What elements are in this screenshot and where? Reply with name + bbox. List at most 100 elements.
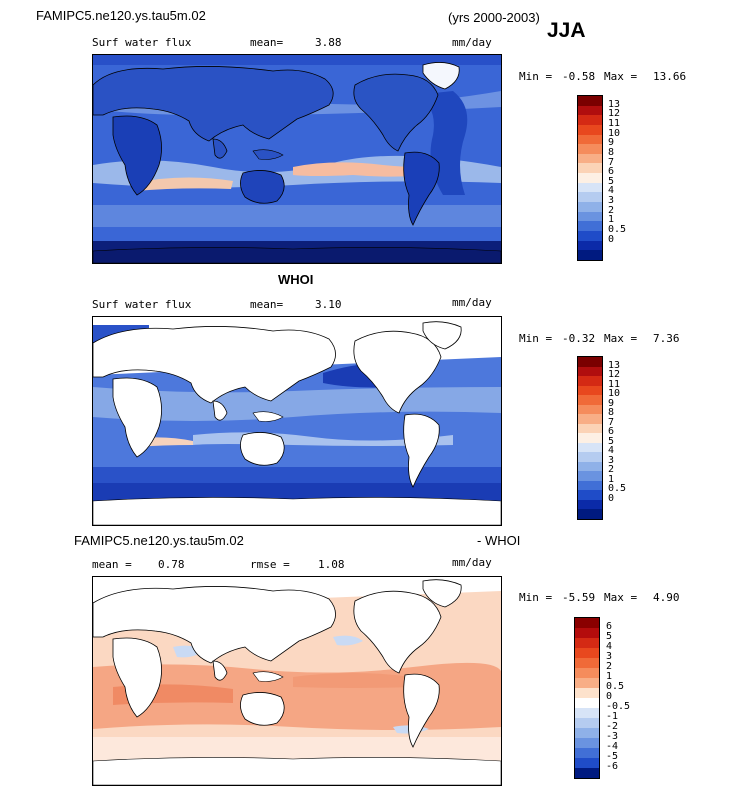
- panel3-title-left: FAMIPC5.ne120.ys.tau5m.02: [74, 533, 244, 548]
- colorbar-tick-label: 9: [608, 137, 615, 149]
- colorbar-swatch: [575, 698, 599, 708]
- colorbar-swatch: [578, 471, 602, 481]
- colorbar-tick-label: -2: [606, 721, 619, 732]
- panel3-rmse-label: rmse =: [250, 558, 290, 571]
- colorbar-tick-label: 8: [608, 407, 615, 419]
- colorbar-tick-label: 12: [608, 369, 621, 381]
- colorbar-tick-label: 5: [608, 175, 615, 187]
- colorbar-swatch: [578, 124, 602, 135]
- colorbar-swatch: [575, 668, 599, 678]
- colorbar-swatch: [575, 718, 599, 728]
- colorbar-swatch: [578, 96, 602, 106]
- colorbar-tick-label: 0.5: [608, 224, 627, 236]
- panel2-colorbar: [577, 356, 603, 520]
- panel2-variable: Surf water flux: [92, 298, 192, 311]
- colorbar-tick-label: 6: [608, 166, 615, 178]
- colorbar-tick-label: 11: [608, 378, 621, 390]
- colorbar-swatch: [578, 115, 602, 125]
- panel3-title-right: - WHOI: [477, 533, 521, 548]
- colorbar-swatch: [575, 638, 599, 648]
- panel1-min-value: -0.58: [562, 70, 596, 83]
- colorbar-swatch: [578, 461, 602, 472]
- panel2-max-value: 7.36: [653, 332, 680, 345]
- colorbar-swatch: [575, 688, 599, 698]
- panel3-map: [92, 576, 502, 786]
- colorbar-tick-label: 4: [608, 185, 615, 197]
- colorbar-tick-label: 0.5: [606, 681, 625, 692]
- colorbar-swatch: [578, 357, 602, 367]
- colorbar-swatch: [575, 728, 599, 738]
- colorbar-tick-label: 3: [606, 651, 613, 662]
- panel2-min-label: Min =: [519, 332, 553, 345]
- panel1-map-graphic: [93, 55, 501, 263]
- colorbar-tick-label: 2: [608, 204, 615, 216]
- panel2-map: [92, 316, 502, 526]
- colorbar-swatch: [575, 678, 599, 688]
- panel2-mean-value: 3.10: [315, 298, 342, 311]
- colorbar-tick-label: 3: [608, 454, 615, 466]
- colorbar-tick-label: -0.5: [606, 701, 631, 712]
- panel1-colorbar-labels: 13 12 11 10 9 8 7 6 5 4 3 2 1 0.5 0: [608, 95, 648, 259]
- colorbar-swatch: [578, 153, 602, 164]
- colorbar-tick-label: 5: [608, 435, 615, 447]
- colorbar-swatch: [578, 250, 602, 260]
- colorbar-tick-label: 0: [606, 691, 613, 702]
- colorbar-tick-label: 7: [608, 416, 615, 428]
- panel2-max-label: Max =: [604, 332, 638, 345]
- panel3-units: mm/day: [452, 556, 492, 569]
- colorbar-swatch: [575, 708, 599, 718]
- panel1-max-label: Max =: [604, 70, 638, 83]
- colorbar-swatch: [578, 134, 602, 145]
- colorbar-tick-label: 6: [608, 426, 615, 438]
- colorbar-swatch: [578, 509, 602, 519]
- colorbar-tick-label: 3: [608, 195, 615, 207]
- colorbar-swatch: [578, 404, 602, 415]
- colorbar-swatch: [578, 452, 602, 462]
- colorbar-swatch: [575, 768, 599, 778]
- panel3-mean-value: 0.78: [158, 558, 185, 571]
- colorbar-swatch: [575, 618, 599, 628]
- panel2-units: mm/day: [452, 296, 492, 309]
- colorbar-swatch: [578, 442, 602, 453]
- colorbar-tick-label: 1: [606, 671, 613, 682]
- colorbar-tick-label: 0.5: [608, 483, 627, 495]
- colorbar-swatch: [575, 758, 599, 768]
- colorbar-tick-label: 0: [608, 233, 615, 245]
- panel2-mean-label: mean=: [250, 298, 284, 311]
- colorbar-tick-label: 12: [608, 108, 621, 120]
- colorbar-swatch: [575, 658, 599, 668]
- colorbar-swatch: [578, 414, 602, 424]
- colorbar-tick-label: 2: [608, 464, 615, 476]
- colorbar-swatch: [578, 395, 602, 405]
- colorbar-swatch: [578, 221, 602, 231]
- panel1-mean-value: 3.88: [315, 36, 342, 49]
- colorbar-swatch: [578, 480, 602, 491]
- colorbar-swatch: [575, 748, 599, 758]
- colorbar-tick-label: 1: [608, 214, 615, 226]
- colorbar-swatch: [578, 144, 602, 154]
- panel3-colorbar: [574, 617, 600, 779]
- model-title: FAMIPC5.ne120.ys.tau5m.02: [36, 8, 206, 23]
- panel3-min-value: -5.59: [562, 591, 596, 604]
- panel1-max-value: 13.66: [653, 70, 687, 83]
- colorbar-swatch: [575, 648, 599, 658]
- panel3-max-label: Max =: [604, 591, 638, 604]
- panel1-colorbar: [577, 95, 603, 261]
- colorbar-tick-label: 13: [608, 98, 621, 110]
- panel2-map-graphic: [93, 317, 501, 525]
- colorbar-swatch: [578, 182, 602, 193]
- colorbar-tick-label: 4: [606, 641, 613, 652]
- colorbar-tick-label: -5: [606, 751, 619, 762]
- colorbar-swatch: [578, 202, 602, 212]
- season-label: JJA: [547, 19, 586, 42]
- panel2-min-value: -0.32: [562, 332, 596, 345]
- colorbar-swatch: [578, 211, 602, 222]
- colorbar-tick-label: -1: [606, 711, 619, 722]
- colorbar-tick-label: 7: [608, 156, 615, 168]
- colorbar-swatch: [575, 628, 599, 638]
- colorbar-swatch: [578, 230, 602, 241]
- colorbar-tick-label: -6: [606, 761, 619, 772]
- panel3-mean-label: mean =: [92, 558, 132, 571]
- colorbar-swatch: [575, 738, 599, 748]
- colorbar-tick-label: 10: [608, 127, 621, 139]
